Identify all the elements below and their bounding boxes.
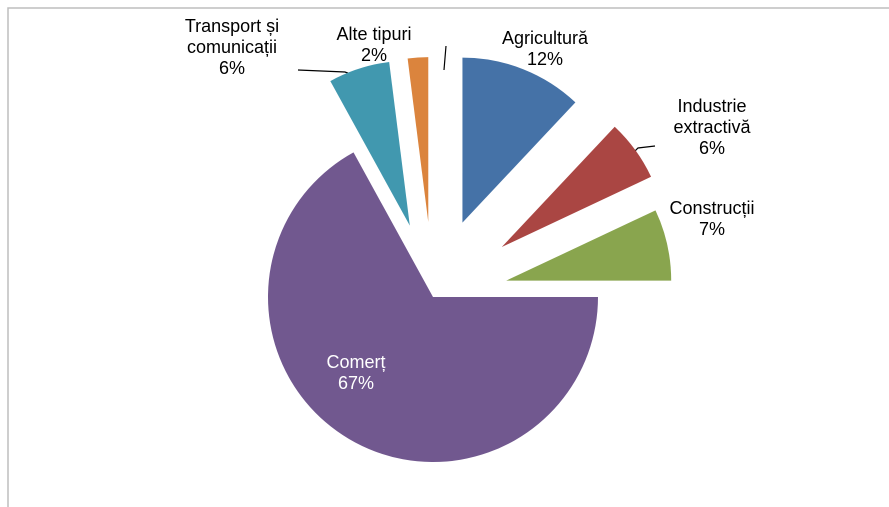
value-label: 7% [699, 219, 725, 239]
leader-line [443, 45, 447, 71]
value-label: 67% [338, 373, 374, 393]
chart-frame [7, 7, 889, 507]
pie-slice [267, 152, 598, 462]
slice-label: Comerț [326, 352, 385, 372]
slice-label-line: Industrie [677, 96, 746, 116]
pie-slice [330, 61, 410, 226]
slice-label-line: extractivă [673, 117, 751, 137]
pie-slice [506, 210, 672, 281]
pie-slice [407, 57, 429, 223]
slice-label: Alte tipuri [336, 24, 411, 44]
pie-slice [501, 126, 652, 248]
slice-label: Transport și comunicații [185, 16, 279, 57]
slice-label-line: Construcții [669, 198, 754, 218]
slice-label-line: Alte tipuri [336, 24, 411, 44]
value-label: 12% [527, 49, 563, 69]
pie-slice [462, 57, 576, 223]
value-label: 6% [219, 58, 245, 78]
value-label: 2% [361, 45, 387, 65]
slice-label-line: comunicații [187, 37, 277, 57]
value-label: 6% [699, 138, 725, 158]
slice-label: Agricultură [502, 28, 589, 48]
slice-label-line: Transport și [185, 16, 279, 36]
slice-label-line: Comerț [326, 352, 385, 372]
slice-label-line: Agricultură [502, 28, 589, 48]
slice-label: Construcții [669, 198, 754, 218]
slice-label: Industrie extractivă [673, 96, 751, 137]
